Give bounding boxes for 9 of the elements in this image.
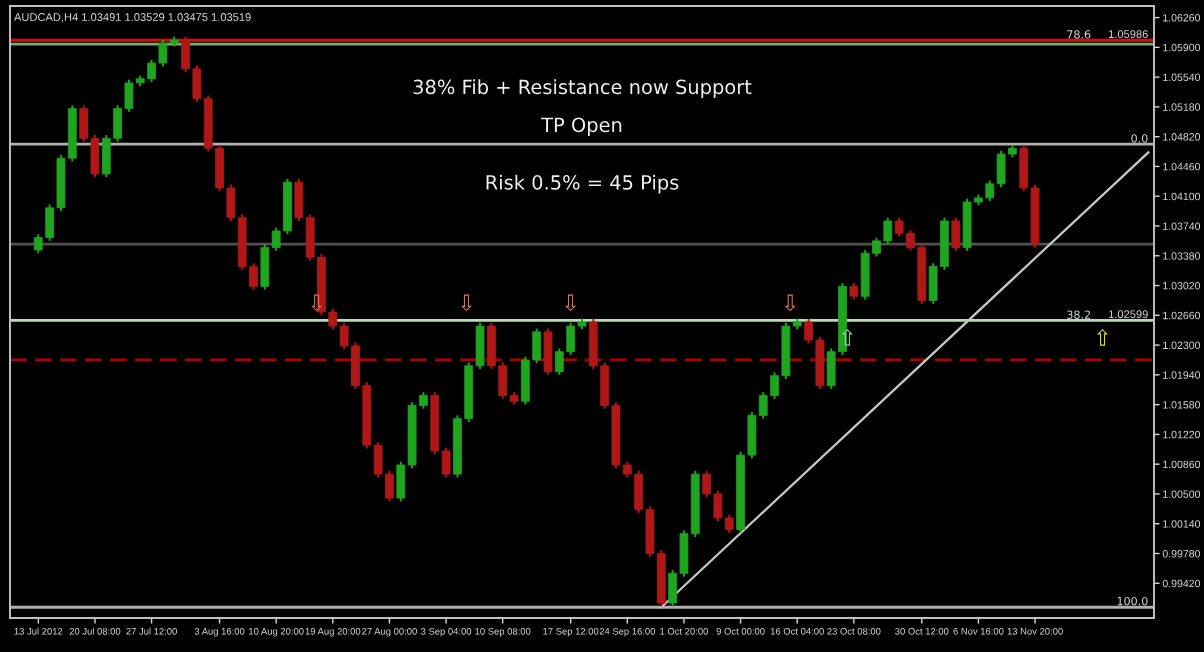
- annotation: ⇩: [460, 294, 472, 312]
- annotation: ⇧: [1097, 328, 1109, 346]
- annotation: TP Open: [541, 117, 622, 136]
- candlestick: [543, 327, 553, 376]
- annotation: ⇩: [784, 294, 796, 312]
- annotation: 38% Fib + Resistance now Support: [413, 79, 752, 99]
- annotation: ⇩: [565, 294, 577, 312]
- annotation: Risk 0.5% = 45 Pips: [486, 174, 679, 194]
- candlestick: [951, 216, 961, 252]
